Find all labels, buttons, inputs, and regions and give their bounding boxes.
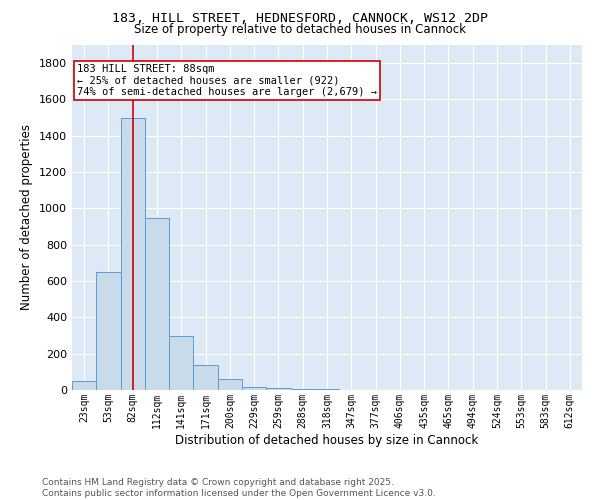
Bar <box>96 272 121 390</box>
Bar <box>266 388 290 390</box>
Text: 183 HILL STREET: 88sqm
← 25% of detached houses are smaller (922)
74% of semi-de: 183 HILL STREET: 88sqm ← 25% of detached… <box>77 64 377 97</box>
Text: Size of property relative to detached houses in Cannock: Size of property relative to detached ho… <box>134 22 466 36</box>
Text: Contains HM Land Registry data © Crown copyright and database right 2025.
Contai: Contains HM Land Registry data © Crown c… <box>42 478 436 498</box>
Bar <box>218 379 242 390</box>
X-axis label: Distribution of detached houses by size in Cannock: Distribution of detached houses by size … <box>175 434 479 446</box>
Bar <box>242 388 266 390</box>
Text: 183, HILL STREET, HEDNESFORD, CANNOCK, WS12 2DP: 183, HILL STREET, HEDNESFORD, CANNOCK, W… <box>112 12 488 26</box>
Bar <box>193 364 218 390</box>
Bar <box>290 389 315 390</box>
Bar <box>72 381 96 390</box>
Bar <box>169 336 193 390</box>
Y-axis label: Number of detached properties: Number of detached properties <box>20 124 34 310</box>
Bar <box>145 218 169 390</box>
Bar <box>121 118 145 390</box>
